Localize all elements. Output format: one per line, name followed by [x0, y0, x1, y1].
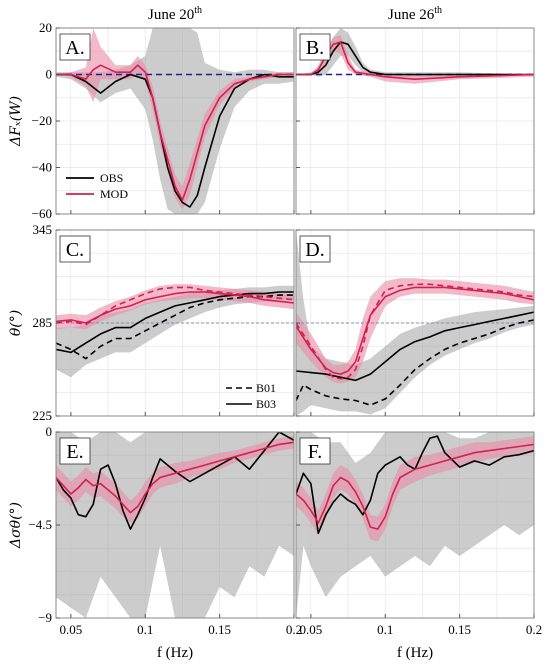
series-line-obs: [56, 73, 294, 208]
y-tick-label: 0: [46, 424, 53, 439]
panel-label-box: [59, 235, 91, 263]
panel-label-text: A.: [65, 37, 84, 59]
y-tick-label: −20: [32, 113, 52, 128]
y-tick-label: 20: [39, 20, 52, 35]
x-tick-label: 0.2: [286, 622, 302, 637]
panel-label-box: [59, 33, 91, 61]
panel-label: F.: [299, 437, 331, 465]
mod-spread-band: [296, 436, 534, 542]
y-tick-label: −4.5: [28, 517, 52, 532]
x-tick-label: 0.15: [448, 622, 471, 637]
panel-label: C.: [59, 235, 91, 263]
series-line-b03-mod: [56, 291, 294, 324]
plot-area: [56, 28, 294, 214]
mod-spread-band: [296, 278, 534, 384]
y-tick-label: 225: [33, 408, 53, 423]
panel-label-text: E.: [66, 441, 83, 463]
series-line-b01-obs: [296, 319, 534, 406]
series-line-obs: [56, 432, 294, 530]
column-title: June 20th: [148, 5, 202, 23]
obs-spread-band: [296, 28, 534, 77]
y-tick-label: 345: [33, 222, 53, 237]
panel-label-box: [59, 437, 91, 465]
legend-label: B03: [256, 397, 276, 411]
series-line-b03-obs: [56, 291, 294, 354]
series-line-obs: [296, 41, 534, 76]
series-line-mod: [296, 443, 534, 530]
y-tick-label: −9: [38, 610, 52, 625]
x-tick-label: 0.05: [300, 622, 323, 637]
series-line-obs: [296, 435, 534, 535]
legend-label: B01: [256, 381, 276, 395]
x-tick-label: 0.15: [208, 622, 231, 637]
x-tick-label: 0.1: [137, 622, 153, 637]
series-line-mod: [296, 41, 534, 80]
x-tick-label: 0.2: [526, 622, 542, 637]
series-line-b01-mod: [296, 283, 534, 380]
panel-a: 20 0 −20 −40 −60 A. OBS MOD: [32, 20, 295, 221]
x-tick-label: 0.05: [60, 622, 83, 637]
plot-area: [56, 284, 294, 378]
panel-label: E.: [59, 437, 91, 465]
panel-label-text: C.: [66, 239, 84, 261]
panel-label: B.: [299, 33, 331, 61]
obs-spread-band: [296, 432, 534, 618]
mod-spread-band: [56, 28, 294, 210]
y-tick-label: 0: [46, 67, 53, 82]
panel-b: B.: [295, 27, 535, 215]
series-line-b01-obs: [56, 294, 294, 360]
plot-area: [296, 28, 534, 84]
panel-label-text: D.: [305, 239, 324, 261]
column-title: June 26th: [388, 5, 442, 23]
x-axis-label: f (Hz): [397, 645, 433, 661]
y-axis-label: θ(°): [8, 310, 24, 336]
panel-label-text: F.: [308, 441, 323, 463]
legend-label: MOD: [100, 187, 128, 201]
legend-label: OBS: [100, 171, 123, 185]
y-tick-label: −60: [32, 206, 52, 221]
panel-e: 0 −4.5 −9 0.05 0.1 0.15 0.2 E.: [28, 424, 302, 637]
plot-area: [56, 432, 294, 618]
y-tick-label: −40: [32, 160, 52, 175]
panel-f: 0.05 0.1 0.15 0.2 F.: [295, 431, 542, 637]
y-axis-label: Δσθ(°): [8, 502, 24, 549]
panel-label: A.: [59, 33, 91, 61]
y-tick-label: 285: [33, 315, 53, 330]
plot-area: [296, 230, 534, 416]
series-line-mod: [56, 64, 294, 201]
series-line-b03-mod: [296, 286, 534, 375]
obs-spread-band: [56, 432, 294, 618]
x-tick-label: 0.1: [377, 622, 393, 637]
panel-label: D.: [299, 235, 331, 263]
x-axis-label: f (Hz): [157, 645, 193, 661]
panel-label-text: B.: [306, 37, 324, 59]
plot-area: [296, 432, 534, 618]
legend: OBS MOD: [66, 171, 128, 201]
series-line-b03-obs: [296, 311, 534, 382]
series-line-mod: [56, 441, 294, 514]
panel-label-box: [299, 235, 331, 263]
panel-label-box: [299, 33, 331, 61]
panel-label-box: [299, 437, 331, 465]
panel-d: D.: [295, 229, 535, 417]
y-axis-label: ΔFₓ(W): [8, 96, 24, 147]
